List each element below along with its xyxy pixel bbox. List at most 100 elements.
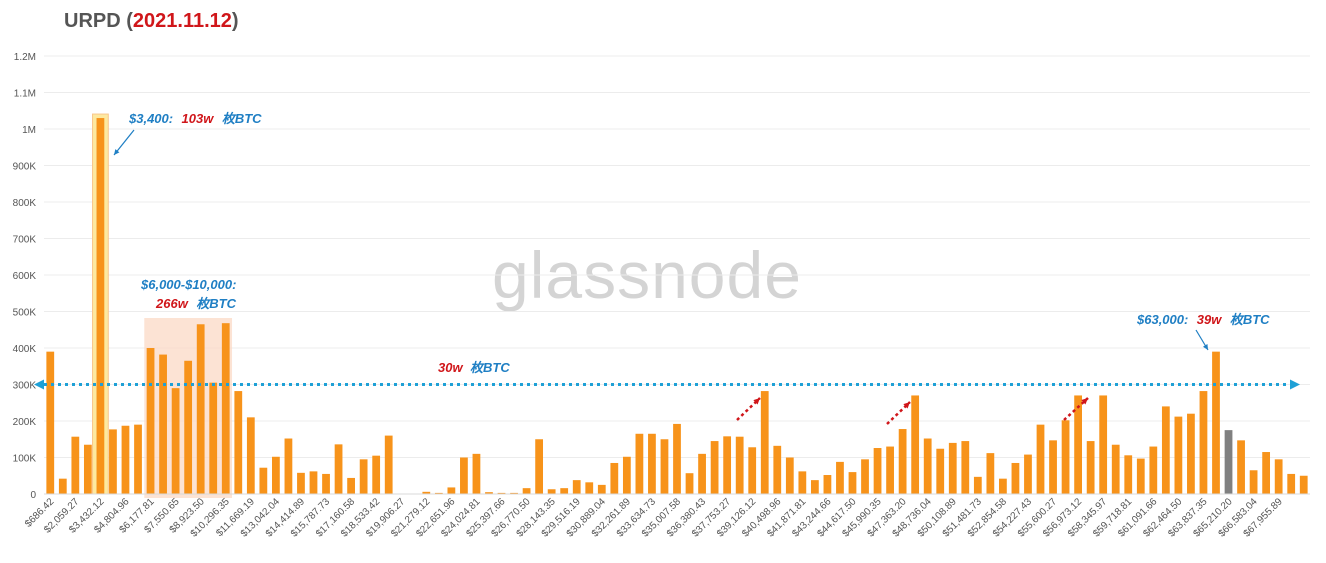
bar-41 xyxy=(560,488,569,494)
bar-13 xyxy=(209,382,218,494)
bar-97 xyxy=(1262,452,1271,494)
bar-100 xyxy=(1299,475,1308,494)
arrow-rise-3-head xyxy=(1081,398,1088,405)
annotation-6000-10000-range: $6,000-$10,000: xyxy=(140,277,236,292)
bar-62 xyxy=(823,475,832,494)
bar-32 xyxy=(447,487,456,494)
bar-57 xyxy=(760,391,769,494)
y-tick-label-8: 800K xyxy=(13,198,37,209)
bar-51 xyxy=(685,473,694,494)
bar-55 xyxy=(735,436,744,494)
bar-35 xyxy=(485,492,493,494)
bar-80 xyxy=(1049,440,1057,494)
bar-77 xyxy=(1011,462,1020,494)
bar-26 xyxy=(372,455,381,494)
bar-90 xyxy=(1174,416,1183,494)
bar-43 xyxy=(585,482,594,494)
bar-59 xyxy=(785,457,794,494)
bar-46 xyxy=(622,456,631,494)
y-tick-label-0: 0 xyxy=(30,490,36,501)
bar-0 xyxy=(46,351,55,494)
bar-58 xyxy=(773,445,782,494)
bar-71 xyxy=(936,448,945,494)
bar-89 xyxy=(1161,406,1170,494)
reference-line-right-arrow xyxy=(1290,379,1300,390)
bar-9 xyxy=(159,354,167,494)
y-tick-label-12: 1.2M xyxy=(14,52,36,63)
bar-79 xyxy=(1036,424,1045,494)
bar-52 xyxy=(698,453,706,494)
bar-91 xyxy=(1187,413,1195,494)
bar-98 xyxy=(1274,459,1283,494)
bar-50 xyxy=(673,423,681,494)
bar-85 xyxy=(1111,444,1120,494)
reference-line-left-arrow xyxy=(34,379,44,390)
chart-title-main: URPD ( xyxy=(64,10,133,32)
y-axis: 0 100K 200K 300K 400K 500K 600K 700K 800K 900K 1M 1… xyxy=(13,52,37,501)
bar-68 xyxy=(898,429,907,494)
bar-14 xyxy=(221,323,230,494)
bar-7 xyxy=(134,424,142,494)
bar-38 xyxy=(522,488,531,494)
bar-34 xyxy=(472,453,481,494)
bar-12 xyxy=(196,324,205,494)
bar-21 xyxy=(309,471,318,494)
bar-75 xyxy=(986,453,995,494)
bar-65 xyxy=(861,459,869,494)
y-tick-label-1: 100K xyxy=(13,454,37,465)
chart-title-date: 2021.11.12 xyxy=(132,10,232,32)
y-tick-label-9: 900K xyxy=(13,162,37,173)
bar-95 xyxy=(1237,440,1245,494)
bar-48 xyxy=(648,433,656,494)
annotation-3400-price: $3,400: xyxy=(128,111,173,126)
bar-17 xyxy=(259,467,268,494)
y-tick-label-3: 300K xyxy=(13,381,37,392)
bar-40 xyxy=(547,489,556,494)
bar-3 xyxy=(83,444,92,494)
bar-56 xyxy=(748,447,757,494)
arrow-63000-head xyxy=(1202,344,1208,350)
bar-64 xyxy=(848,472,857,494)
chart-title-close: ) xyxy=(231,10,239,32)
annotation-30w-unit: 枚BTC xyxy=(470,360,510,375)
bar-96 xyxy=(1249,470,1258,494)
bar-27 xyxy=(384,435,393,494)
bar-81 xyxy=(1061,420,1070,494)
annotation-30w-line: 30w 枚BTC xyxy=(438,359,510,376)
bar-99 xyxy=(1287,473,1296,494)
bar-67 xyxy=(886,446,894,494)
x-axis: $686.42$2,059.27$3,432.12$4,804.96$6,177… xyxy=(23,493,1310,540)
bar-66 xyxy=(873,448,882,494)
bar-69 xyxy=(911,395,920,494)
annotation-63000-unit: 枚BTC xyxy=(1230,312,1270,327)
y-tick-label-2: 200K xyxy=(13,417,37,428)
y-tick-label-10: 1M xyxy=(22,125,36,136)
bar-87 xyxy=(1136,458,1145,494)
bar-72 xyxy=(948,442,957,494)
annotation-overlays xyxy=(34,129,1300,425)
gridlines xyxy=(44,55,1310,458)
y-tick-label-4: 400K xyxy=(13,344,37,355)
annotation-6000-10000-unit: 枚BTC xyxy=(196,296,236,311)
annotation-3400-unit: 枚BTC xyxy=(222,111,262,126)
bar-88 xyxy=(1149,446,1158,494)
y-tick-label-5: 500K xyxy=(13,308,37,319)
bar-24 xyxy=(347,477,355,494)
bar-83 xyxy=(1086,441,1095,494)
bar-63 xyxy=(836,461,844,494)
y-tick-label-11: 1.1M xyxy=(14,89,36,100)
bar-31 xyxy=(434,492,443,494)
bar-11 xyxy=(184,360,193,494)
bar-60 xyxy=(798,471,807,494)
bar-45 xyxy=(610,462,619,494)
bar-73 xyxy=(961,441,970,494)
annotation-30w-amount: 30w xyxy=(438,360,463,375)
bar-53 xyxy=(710,441,719,494)
bar-61 xyxy=(810,480,819,494)
chart-title: URPD (2021.11.12) xyxy=(64,10,239,33)
arrow-3400-head xyxy=(114,149,120,155)
bar-92 xyxy=(1199,391,1208,494)
bar-37 xyxy=(510,492,518,494)
bar-25 xyxy=(359,459,368,494)
